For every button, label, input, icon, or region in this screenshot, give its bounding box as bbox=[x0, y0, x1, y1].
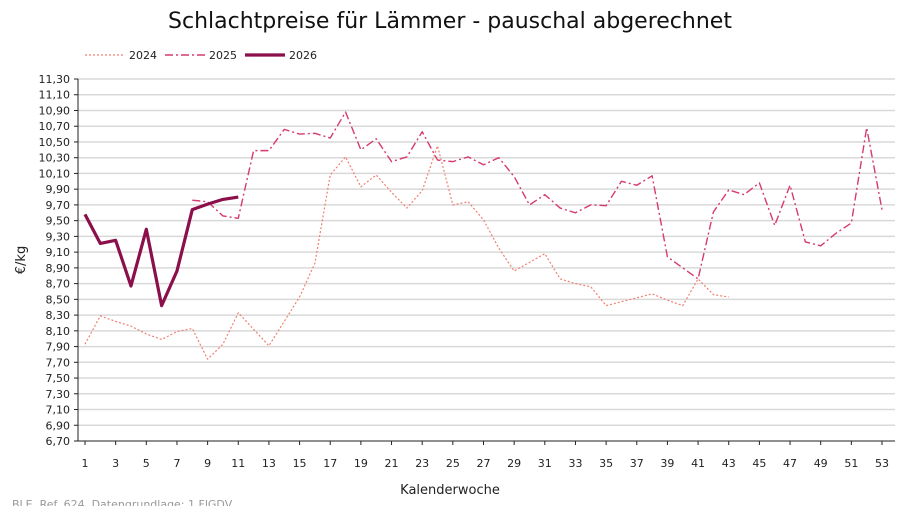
legend-label-2024: 2024 bbox=[129, 49, 157, 62]
x-tick-label: 23 bbox=[415, 457, 429, 470]
x-tick-label: 17 bbox=[323, 457, 337, 470]
y-tick-label: 8,30 bbox=[46, 309, 71, 322]
y-tick-label: 11,30 bbox=[39, 73, 71, 86]
y-tick-label: 10,50 bbox=[39, 136, 71, 149]
y-tick-label: 10,30 bbox=[39, 152, 71, 165]
y-tick-label: 10,70 bbox=[39, 120, 71, 133]
y-tick-label: 7,10 bbox=[46, 404, 71, 417]
y-tick-label: 7,90 bbox=[46, 341, 71, 354]
x-tick-label: 19 bbox=[354, 457, 368, 470]
chart-title: Schlachtpreise für Lämmer - pauschal abg… bbox=[168, 9, 732, 34]
y-tick-label: 9,50 bbox=[46, 215, 71, 228]
x-axis-label: Kalenderwoche bbox=[400, 483, 500, 498]
x-tick-label: 39 bbox=[660, 457, 674, 470]
series-line-2024 bbox=[84, 145, 729, 360]
gridlines bbox=[78, 78, 895, 427]
y-tick-label: 7,70 bbox=[46, 356, 71, 369]
y-tick-label: 8,90 bbox=[46, 262, 71, 275]
y-tick-label: 8,10 bbox=[46, 325, 71, 338]
y-tick-label: 10,10 bbox=[39, 167, 71, 180]
x-tick-label: 29 bbox=[507, 457, 521, 470]
y-tick-label: 9,10 bbox=[46, 246, 71, 259]
y-tick-label: 7,50 bbox=[46, 372, 71, 385]
x-tick-label: 51 bbox=[844, 457, 858, 470]
source-footer: BLE, Ref. 624, Datengrundlage: 1.FlGDV bbox=[12, 498, 233, 506]
y-tick-label: 11,10 bbox=[39, 89, 71, 102]
x-tick-label: 21 bbox=[385, 457, 399, 470]
series-line-2026 bbox=[83, 195, 239, 308]
legend-label-2025: 2025 bbox=[209, 49, 237, 62]
y-tick-label: 8,50 bbox=[46, 293, 71, 306]
legend: 2024 2025 2026 bbox=[85, 49, 317, 62]
y-axis-ticks: 6,70 6,90 7,10 7,30 7,50 7,70 7,90 8,10 8,30 8,50… bbox=[39, 73, 78, 448]
y-tick-label: 10,90 bbox=[39, 104, 71, 117]
x-tick-label: 49 bbox=[814, 457, 828, 470]
series-line-2025 bbox=[192, 111, 883, 280]
series-lines bbox=[83, 111, 883, 360]
x-tick-label: 7 bbox=[173, 457, 180, 470]
x-tick-label: 1 bbox=[82, 457, 89, 470]
x-tick-label: 33 bbox=[568, 457, 582, 470]
x-tick-label: 15 bbox=[293, 457, 307, 470]
y-tick-label: 9,70 bbox=[46, 199, 71, 212]
y-tick-label: 9,30 bbox=[46, 230, 71, 243]
y-tick-label: 6,90 bbox=[46, 419, 71, 432]
x-tick-label: 25 bbox=[446, 457, 460, 470]
x-tick-label: 9 bbox=[204, 457, 211, 470]
x-tick-label: 31 bbox=[538, 457, 552, 470]
x-tick-label: 53 bbox=[875, 457, 889, 470]
x-tick-label: 45 bbox=[752, 457, 766, 470]
x-tick-label: 13 bbox=[262, 457, 276, 470]
y-tick-label: 8,70 bbox=[46, 278, 71, 291]
x-tick-label: 41 bbox=[691, 457, 705, 470]
x-tick-label: 37 bbox=[630, 457, 644, 470]
x-tick-label: 11 bbox=[231, 457, 245, 470]
y-tick-label: 9,90 bbox=[46, 183, 71, 196]
y-tick-label: 6,70 bbox=[46, 435, 71, 448]
x-tick-label: 3 bbox=[112, 457, 119, 470]
x-tick-label: 5 bbox=[143, 457, 150, 470]
legend-label-2026: 2026 bbox=[289, 49, 317, 62]
x-tick-label: 43 bbox=[722, 457, 736, 470]
x-tick-label: 27 bbox=[477, 457, 491, 470]
y-axis-label: €/kg bbox=[14, 246, 29, 274]
x-axis-ticks: 1 3 5 7 9 11 13 15 17 19 21 23 25 27 29 31 33 35 37 39 41 43 4… bbox=[82, 441, 889, 470]
x-tick-label: 35 bbox=[599, 457, 613, 470]
x-tick-label: 47 bbox=[783, 457, 797, 470]
y-tick-label: 7,30 bbox=[46, 388, 71, 401]
